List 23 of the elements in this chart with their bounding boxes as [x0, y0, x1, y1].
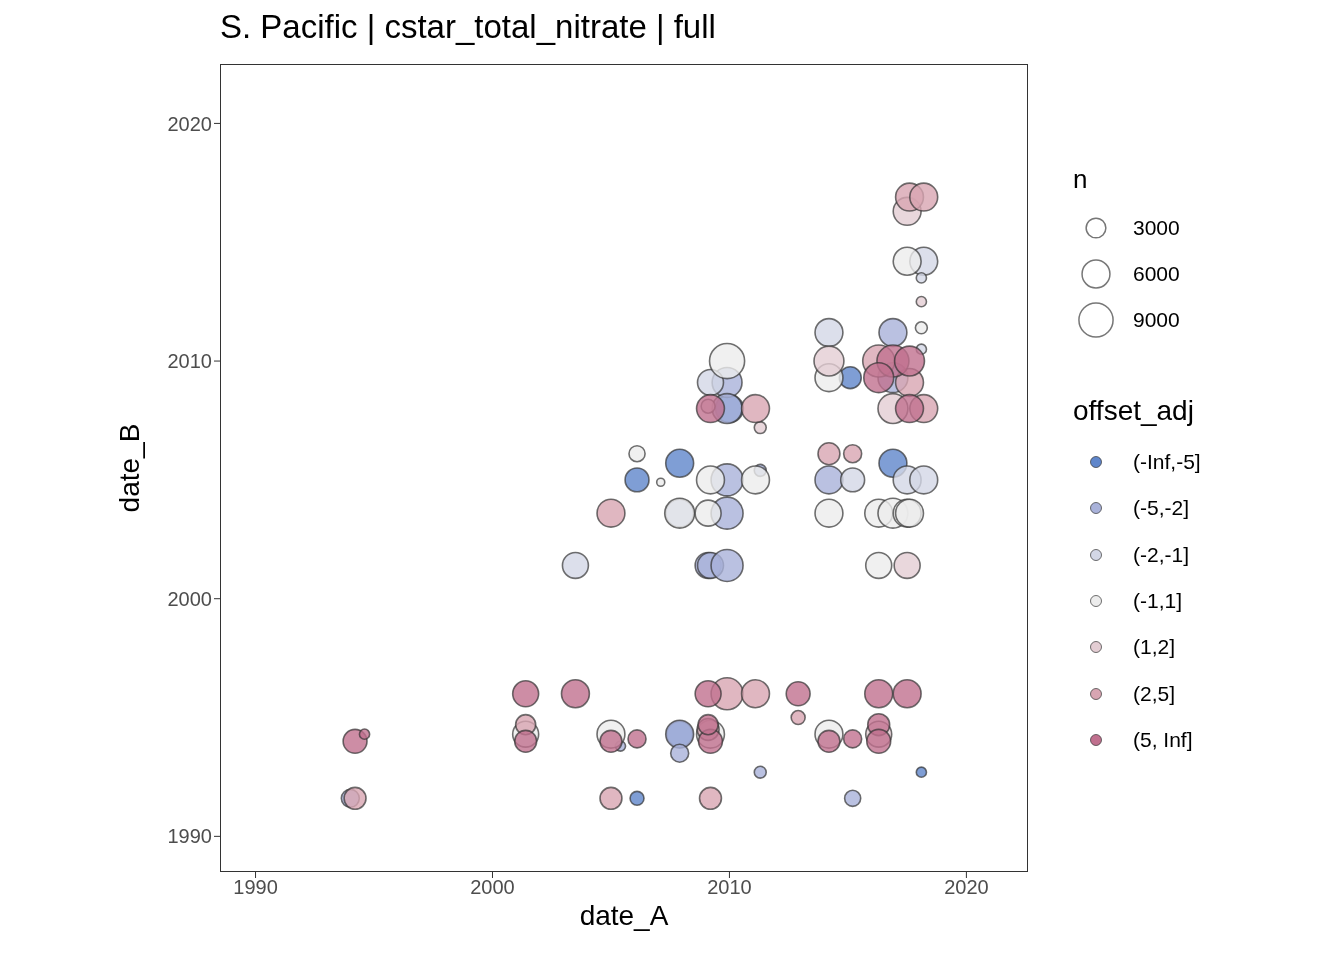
y-tick-label: 2010 [167, 350, 212, 373]
x-tick-label: 2010 [707, 876, 752, 899]
legend-label: (-1,1] [1133, 589, 1183, 614]
x-axis-title: date_A [578, 900, 670, 932]
legend-label: (5, Inf] [1133, 727, 1193, 752]
legend-label: (-2,-1] [1133, 542, 1190, 567]
legend-label: (1,2] [1133, 635, 1176, 660]
x-tick-label: 2000 [470, 876, 515, 899]
legend-label: (-5,-2] [1133, 496, 1190, 521]
chart-title: S. Pacific | cstar_total_nitrate | full [220, 8, 716, 46]
legend-title: offset_adj [1073, 395, 1195, 427]
y-axis-title: date_B [114, 423, 146, 513]
legend-label: 9000 [1133, 308, 1180, 332]
legend-label: 6000 [1133, 262, 1180, 286]
x-tick-label: 1990 [233, 876, 278, 899]
x-tick-label: 2020 [944, 876, 989, 899]
legend-label: 3000 [1133, 216, 1180, 240]
y-tick-label: 2000 [167, 587, 212, 610]
legend-label: (2,5] [1133, 681, 1176, 706]
text: n [1073, 164, 1089, 195]
legend-label: (-Inf,-5] [1133, 450, 1201, 475]
y-tick-label: 2020 [167, 112, 212, 135]
y-tick-label: 1990 [167, 825, 212, 848]
